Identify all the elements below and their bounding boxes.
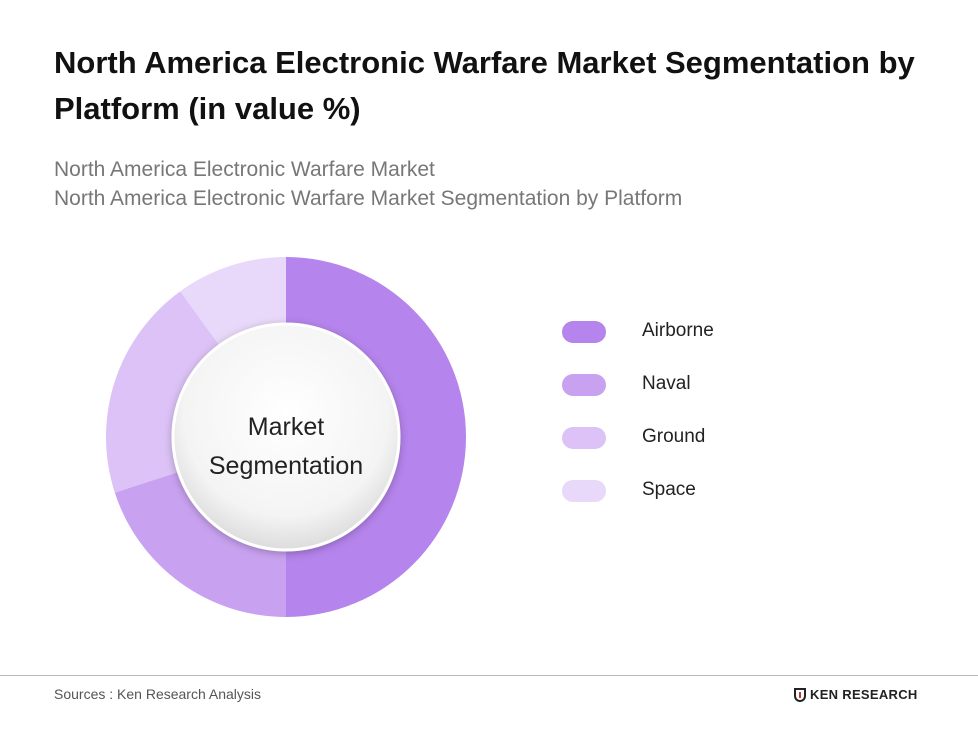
- legend-swatch: [562, 480, 606, 502]
- legend-swatch: [562, 374, 606, 396]
- ken-research-logo: KEN RESEARCH: [794, 687, 918, 702]
- legend-label: Naval: [642, 373, 691, 394]
- legend-label: Space: [642, 479, 696, 500]
- legend-item-airborne: Airborne: [562, 320, 862, 344]
- legend-swatch: [562, 321, 606, 343]
- source-note: Sources : Ken Research Analysis: [54, 686, 261, 702]
- legend-item-space: Space: [562, 479, 862, 503]
- page-title: North America Electronic Warfare Market …: [54, 45, 915, 126]
- logo-text: KEN RESEARCH: [810, 687, 918, 702]
- legend-item-ground: Ground: [562, 426, 862, 450]
- center-label-line-2: Segmentation: [209, 452, 363, 480]
- logo-shield-icon: [794, 687, 806, 702]
- subtitle-secondary: North America Electronic Warfare Market …: [54, 187, 683, 210]
- legend-item-naval: Naval: [562, 373, 862, 397]
- footer-divider: [0, 675, 978, 676]
- subtitle: North America Electronic Warfare Market: [54, 158, 435, 181]
- center-label-line-1: Market: [248, 413, 324, 441]
- legend-label: Airborne: [642, 320, 714, 341]
- donut-center: [171, 322, 401, 552]
- legend-swatch: [562, 427, 606, 449]
- legend-label: Ground: [642, 426, 706, 447]
